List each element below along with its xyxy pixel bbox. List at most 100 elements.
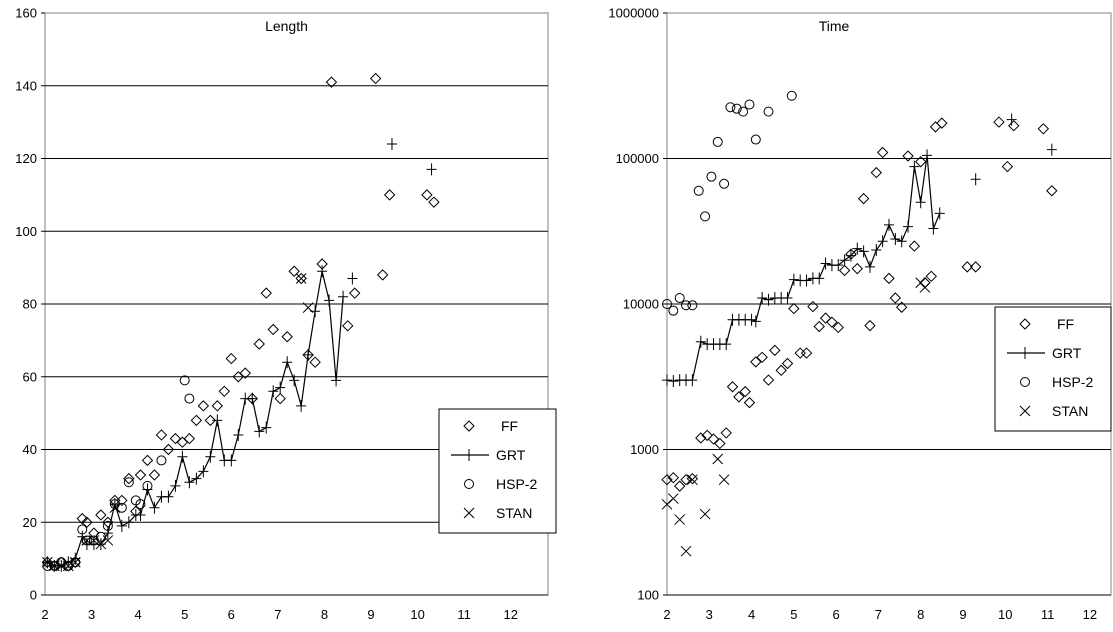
data-point	[813, 320, 825, 333]
data-point	[801, 274, 812, 287]
data-point	[212, 414, 223, 427]
data-point	[426, 163, 437, 176]
data-point	[970, 173, 981, 186]
data-point	[681, 300, 692, 311]
data-point	[700, 211, 711, 222]
data-point	[807, 300, 819, 313]
data-point	[109, 502, 121, 514]
data-point	[687, 474, 698, 486]
data-point	[95, 538, 107, 550]
x-tick-label: 4	[135, 607, 142, 622]
data-point	[786, 90, 797, 101]
data-point	[102, 520, 113, 531]
legend: FF GRT HSP-2 STAN	[438, 408, 557, 534]
legend: FF GRT HSP-2 STAN	[994, 306, 1112, 432]
y-tick-label: 160	[15, 6, 37, 21]
legend-label: FF	[1057, 316, 1074, 332]
data-point	[376, 269, 389, 281]
series-stan	[661, 277, 931, 557]
data-point	[169, 432, 182, 445]
data-point	[253, 338, 265, 350]
data-point	[738, 106, 749, 117]
y-tick-label: 0	[30, 588, 37, 603]
data-point	[1046, 143, 1057, 156]
data-point	[667, 471, 680, 484]
data-point	[668, 375, 679, 388]
data-point	[858, 245, 869, 258]
data-point	[915, 156, 927, 168]
legend-marker	[464, 479, 474, 489]
data-point	[233, 428, 244, 441]
y-tick-label: 40	[23, 442, 37, 457]
data-point	[701, 429, 713, 442]
data-point	[77, 524, 88, 535]
data-point	[788, 302, 800, 315]
data-point	[303, 348, 314, 361]
data-point	[41, 556, 53, 568]
x-tick-label: 8	[917, 607, 924, 622]
data-point	[731, 103, 742, 114]
data-point	[342, 320, 354, 332]
data-point	[762, 374, 775, 386]
data-point	[725, 102, 736, 113]
data-point	[838, 264, 851, 277]
data-point	[993, 116, 1005, 128]
data-point	[864, 260, 875, 273]
data-point	[739, 385, 751, 398]
data-point	[198, 465, 209, 478]
data-point	[325, 76, 338, 88]
data-point	[95, 509, 107, 521]
legend-label: STAN	[1052, 403, 1088, 419]
data-point	[839, 254, 850, 267]
data-point	[1001, 160, 1014, 173]
data-point	[680, 545, 692, 557]
data-point	[170, 479, 181, 492]
data-point	[386, 137, 397, 150]
data-point	[76, 512, 88, 525]
data-point	[936, 117, 948, 129]
data-point	[883, 272, 895, 285]
x-tick-label: 10	[410, 607, 424, 622]
x-tick-label: 3	[706, 607, 713, 622]
data-point	[135, 508, 146, 521]
data-point	[331, 374, 342, 387]
series-ff	[661, 116, 1058, 492]
x-tick-label: 7	[274, 607, 281, 622]
data-point	[775, 364, 787, 377]
data-point	[349, 287, 361, 299]
data-point	[254, 425, 265, 438]
data-point	[833, 259, 844, 272]
y-tick-label: 120	[15, 151, 37, 166]
data-point	[743, 396, 756, 409]
x-tick-label: 11	[457, 607, 471, 622]
data-point	[218, 385, 231, 398]
data-point	[260, 287, 272, 299]
data-point	[895, 301, 908, 313]
data-point	[845, 249, 856, 262]
data-point	[707, 433, 720, 445]
data-point	[282, 356, 293, 369]
data-point	[832, 321, 844, 334]
legend-marker	[1019, 405, 1031, 417]
data-point	[750, 356, 762, 368]
data-point	[919, 282, 931, 293]
data-point	[81, 535, 92, 546]
data-point	[309, 356, 321, 368]
data-point	[421, 189, 433, 201]
data-point	[714, 437, 726, 450]
data-point	[877, 235, 888, 248]
y-tick-label: 1000000	[608, 6, 659, 21]
data-point	[695, 432, 707, 444]
data-point	[226, 454, 237, 467]
data-point	[884, 218, 894, 231]
y-tick-label: 100000	[616, 151, 659, 166]
data-point	[324, 294, 335, 307]
x-tick-label: 11	[1041, 607, 1055, 622]
y-tick-label: 140	[15, 78, 37, 93]
data-point	[915, 196, 926, 209]
data-point	[116, 494, 128, 507]
data-point	[864, 319, 876, 332]
data-point	[135, 499, 146, 510]
y-tick-label: 10000	[623, 297, 659, 312]
data-point	[820, 257, 831, 270]
